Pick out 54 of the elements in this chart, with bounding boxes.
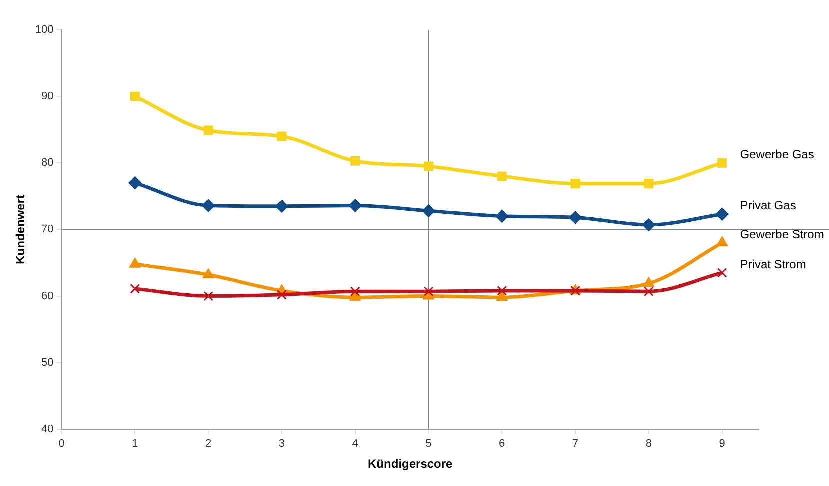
y-tick-label: 90 <box>42 90 54 103</box>
series-label: Gewerbe Gas <box>740 147 814 162</box>
series-label: Gewerbe Strom <box>740 227 824 242</box>
point <box>716 208 729 221</box>
series-label: Privat Gas <box>740 198 796 213</box>
point <box>569 211 582 224</box>
point <box>348 199 362 212</box>
point <box>202 199 216 212</box>
point <box>496 210 509 223</box>
point <box>276 290 287 300</box>
point <box>202 268 214 278</box>
point <box>275 200 288 213</box>
x-tick-label: 7 <box>572 438 579 450</box>
point <box>497 286 508 296</box>
x-tick-label: 6 <box>499 438 506 450</box>
x-tick-label: 0 <box>58 438 65 450</box>
point <box>128 176 142 190</box>
point <box>644 179 654 189</box>
y-tick-label: 80 <box>42 157 54 170</box>
y-tick-label: 100 <box>35 24 54 36</box>
y-tick-label: 50 <box>42 356 54 369</box>
x-tick-label: 3 <box>278 438 285 450</box>
point <box>350 286 360 297</box>
point <box>496 291 508 302</box>
x-tick-label: 9 <box>719 438 726 450</box>
point <box>130 284 140 294</box>
point <box>204 291 214 302</box>
y-tick-label: 40 <box>42 423 54 436</box>
x-tick-label: 5 <box>426 438 432 450</box>
y-tick-label: 70 <box>42 224 54 236</box>
point <box>644 286 654 297</box>
point <box>204 126 214 136</box>
point <box>716 236 728 247</box>
point <box>129 258 141 268</box>
x-tick-label: 2 <box>205 438 212 450</box>
x-tick-label: 4 <box>352 438 358 450</box>
point <box>497 172 507 182</box>
x-tick-label: 8 <box>646 438 652 450</box>
point <box>642 218 656 232</box>
point <box>424 162 434 172</box>
series-label: Privat Strom <box>740 257 806 272</box>
point <box>718 158 728 168</box>
point <box>717 268 728 278</box>
point <box>422 204 436 218</box>
x-axis-title: Kündigerscore <box>368 457 454 472</box>
point <box>350 156 360 166</box>
x-tick-label: 1 <box>132 438 138 450</box>
point <box>570 179 580 189</box>
y-axis-title: Kundenwert <box>14 195 28 264</box>
point <box>277 132 287 142</box>
point <box>643 277 655 288</box>
point <box>130 92 140 102</box>
point <box>424 286 434 297</box>
y-tick-label: 60 <box>42 290 54 302</box>
